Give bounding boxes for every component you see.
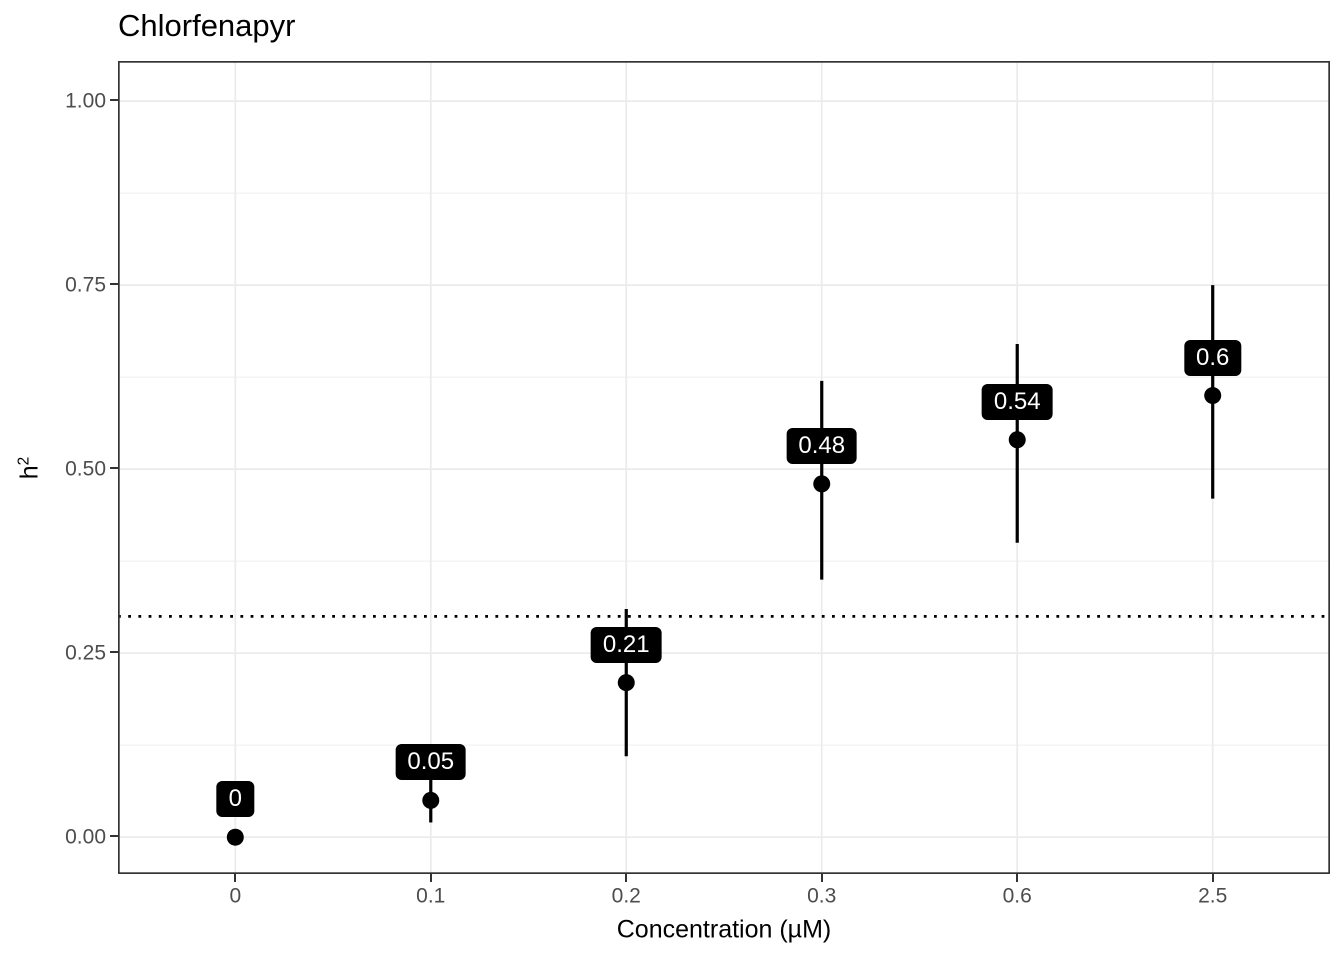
point-value-label: 0.6 <box>1184 339 1242 376</box>
plot-panel <box>118 61 1330 874</box>
x-axis-tick <box>820 874 823 882</box>
point-value-label: 0.21 <box>590 626 662 663</box>
y-axis-tick <box>110 467 118 470</box>
x-axis-tick-label: 2.5 <box>1198 884 1228 908</box>
x-axis-tick <box>1211 874 1214 882</box>
x-axis-tick-label: 0 <box>229 884 242 908</box>
y-axis-tick <box>110 651 118 654</box>
data-point <box>422 791 440 809</box>
y-axis-tick <box>110 283 118 286</box>
point-value-label: 0.05 <box>395 744 467 781</box>
y-axis-tick <box>110 99 118 102</box>
x-axis-title: Concentration (µM) <box>616 915 832 944</box>
y-axis-tick-label: 0.25 <box>65 641 106 665</box>
y-axis-tick-label: 0.00 <box>65 825 106 849</box>
x-axis-tick <box>234 874 237 882</box>
y-axis-tick-label: 0.75 <box>65 273 106 297</box>
data-point <box>1008 431 1026 449</box>
x-axis-tick-label: 0.3 <box>807 884 837 908</box>
x-axis-tick <box>625 874 628 882</box>
data-point <box>617 674 635 692</box>
data-point <box>1204 387 1222 405</box>
x-axis-tick-label: 0.6 <box>1002 884 1032 908</box>
x-axis-tick-label: 0.2 <box>611 884 641 908</box>
point-value-label: 0 <box>216 781 254 818</box>
panel-border <box>118 61 1330 874</box>
y-axis-title-superscript: 2 <box>15 456 33 466</box>
chart-title: Chlorfenapyr <box>118 8 296 43</box>
y-axis-tick-label: 1.00 <box>65 89 106 113</box>
x-axis-tick <box>429 874 432 882</box>
data-point <box>813 475 831 493</box>
point-value-label: 0.48 <box>786 427 858 464</box>
y-axis-tick <box>110 835 118 838</box>
point-value-label: 0.54 <box>981 383 1053 420</box>
x-axis-tick-label: 0.1 <box>416 884 446 908</box>
data-point <box>226 828 244 846</box>
y-axis-tick-label: 0.50 <box>65 457 106 481</box>
x-axis-tick <box>1016 874 1019 882</box>
